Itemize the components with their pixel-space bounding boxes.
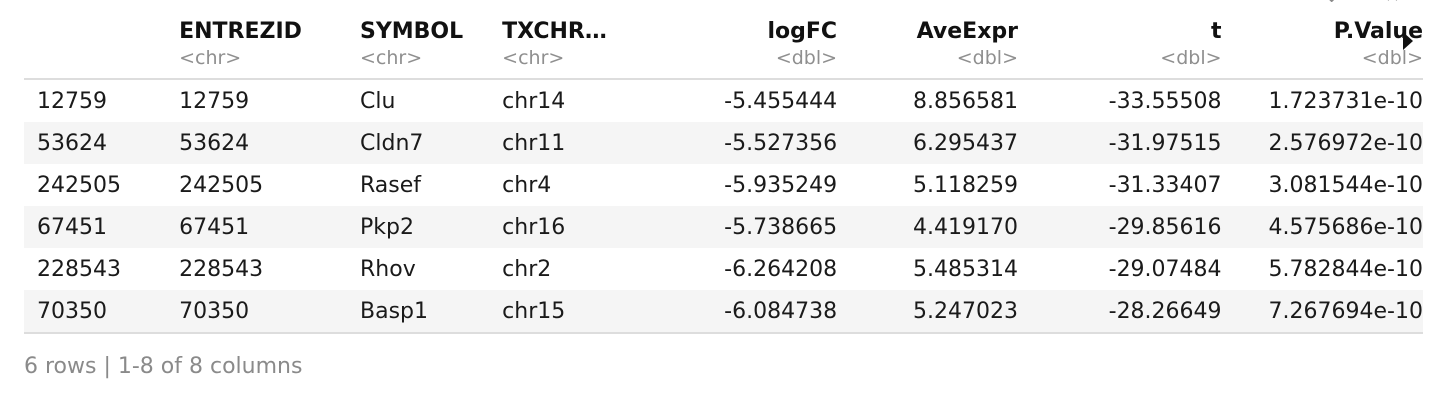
next-columns-icon[interactable] <box>1403 32 1413 50</box>
table-cell: 4.419170 <box>837 206 1018 248</box>
column-header-t[interactable]: t <dbl> <box>1018 14 1222 80</box>
table-cell: 12759 <box>179 88 250 114</box>
data-table: ENTREZID <chr> SYMBOL <chr> TXCHR… <chr> logFC… <box>24 14 1423 334</box>
table-cell: -33.55508 <box>1108 88 1222 114</box>
table-cell: 5.782844e-10 <box>1268 256 1423 282</box>
table-cell: chr15 <box>502 290 643 334</box>
table-cell: Cldn7 <box>360 122 503 164</box>
table-row: 67451 67451 Pkp2 chr16 -5.738665 4.419170 -29.… <box>24 206 1423 248</box>
table-cell: Clu <box>360 88 396 114</box>
table-row: 242505 242505 Rasef chr4 -5.935249 5.118259 -3… <box>24 164 1423 206</box>
table-cell: -31.97515 <box>1018 122 1222 164</box>
table-cell: chr11 <box>502 122 643 164</box>
table-cell: -28.26649 <box>1018 290 1222 334</box>
table-cell: chr2 <box>502 256 552 282</box>
table-cell: 4.575686e-10 <box>1221 206 1423 248</box>
column-name: ENTREZID <box>179 19 302 44</box>
table-row: 53624 53624 Cldn7 chr11 -5.527356 6.295437 -31… <box>24 122 1423 164</box>
header-row: ENTREZID <chr> SYMBOL <chr> TXCHR… <chr> logFC… <box>24 14 1423 80</box>
row-name-cell: 67451 <box>24 206 180 248</box>
table-cell: chr14 <box>502 88 566 114</box>
table-cell: chr4 <box>502 172 552 198</box>
column-type: <chr> <box>502 47 565 69</box>
table-row: 228543 228543 Rhov chr2 -6.264208 5.485314 -29… <box>24 248 1423 290</box>
table-cell: -29.85616 <box>1018 206 1222 248</box>
column-header-symbol[interactable]: SYMBOL <chr> <box>360 14 503 80</box>
table-cell: -6.264208 <box>724 256 838 282</box>
table-body: 12759 12759 Clu chr14 -5.455444 8.856581 -33.5… <box>24 79 1423 334</box>
table-cell: Rhov <box>360 256 416 282</box>
data-frame-viewer: ENTREZID <chr> SYMBOL <chr> TXCHR… <chr> logFC… <box>24 14 1423 334</box>
table-cell: -29.07484 <box>1108 256 1222 282</box>
table-row: 70350 70350 Basp1 chr15 -6.084738 5.247023 -28… <box>24 290 1423 334</box>
table-cell: Pkp2 <box>360 206 503 248</box>
column-name: AveExpr <box>916 19 1018 44</box>
column-type: <chr> <box>179 47 242 69</box>
column-name: t <box>1211 19 1222 44</box>
table-cell: -5.527356 <box>642 122 838 164</box>
column-header-rownames[interactable] <box>24 14 180 80</box>
column-header-txchr[interactable]: TXCHR… <chr> <box>502 14 643 80</box>
column-type: <chr> <box>360 47 423 69</box>
table-cell: 5.247023 <box>837 290 1018 334</box>
column-header-aveexpr[interactable]: AveExpr <dbl> <box>837 14 1018 80</box>
table-cell: 3.081544e-10 <box>1268 172 1423 198</box>
table-cell: 242505 <box>179 172 264 198</box>
column-header-logfc[interactable]: logFC <dbl> <box>642 14 838 80</box>
column-name: TXCHR… <box>502 19 607 44</box>
column-type: <dbl> <box>1361 47 1423 69</box>
table-cell: chr16 <box>502 206 643 248</box>
table-cell: 5.118259 <box>913 172 1018 198</box>
column-type: <dbl> <box>775 47 838 69</box>
table-cell: -5.935249 <box>724 172 838 198</box>
window-controls: ⌄ ✕ <box>1324 0 1420 7</box>
table-cell: 6.295437 <box>837 122 1018 164</box>
table-cell: 228543 <box>179 256 264 282</box>
table-summary: 6 rows | 1-8 of 8 columns <box>24 354 303 379</box>
table-cell: 67451 <box>179 206 360 248</box>
column-header-entrezid[interactable]: ENTREZID <chr> <box>179 14 360 80</box>
table-cell: 70350 <box>179 290 360 334</box>
table-cell: Rasef <box>360 172 422 198</box>
column-name: SYMBOL <box>360 19 464 44</box>
column-header-p-value[interactable]: P.Value <dbl> <box>1221 14 1423 80</box>
column-name: logFC <box>767 19 838 44</box>
column-type: <dbl> <box>1160 47 1222 69</box>
table-cell: Basp1 <box>360 290 503 334</box>
table-cell: 2.576972e-10 <box>1221 122 1423 164</box>
row-name-cell: 70350 <box>24 290 180 334</box>
table-cell: -6.084738 <box>642 290 838 334</box>
table-cell: 8.856581 <box>913 88 1018 114</box>
row-name-cell: 228543 <box>37 256 121 282</box>
column-name: P.Value <box>1333 19 1423 44</box>
table-cell: 7.267694e-10 <box>1221 290 1423 334</box>
table-cell: -5.455444 <box>724 88 838 114</box>
column-type: <dbl> <box>956 47 1018 69</box>
table-cell: -31.33407 <box>1108 172 1222 198</box>
table-cell: -5.738665 <box>642 206 838 248</box>
table-cell: 1.723731e-10 <box>1268 88 1423 114</box>
table-row: 12759 12759 Clu chr14 -5.455444 8.856581 -33.5… <box>24 79 1423 122</box>
table-cell: 5.485314 <box>913 256 1018 282</box>
row-name-cell: 12759 <box>37 88 107 114</box>
table-header: ENTREZID <chr> SYMBOL <chr> TXCHR… <chr> logFC… <box>24 14 1423 80</box>
row-name-cell: 242505 <box>37 172 121 198</box>
row-name-cell: 53624 <box>24 122 180 164</box>
table-cell: 53624 <box>179 122 360 164</box>
